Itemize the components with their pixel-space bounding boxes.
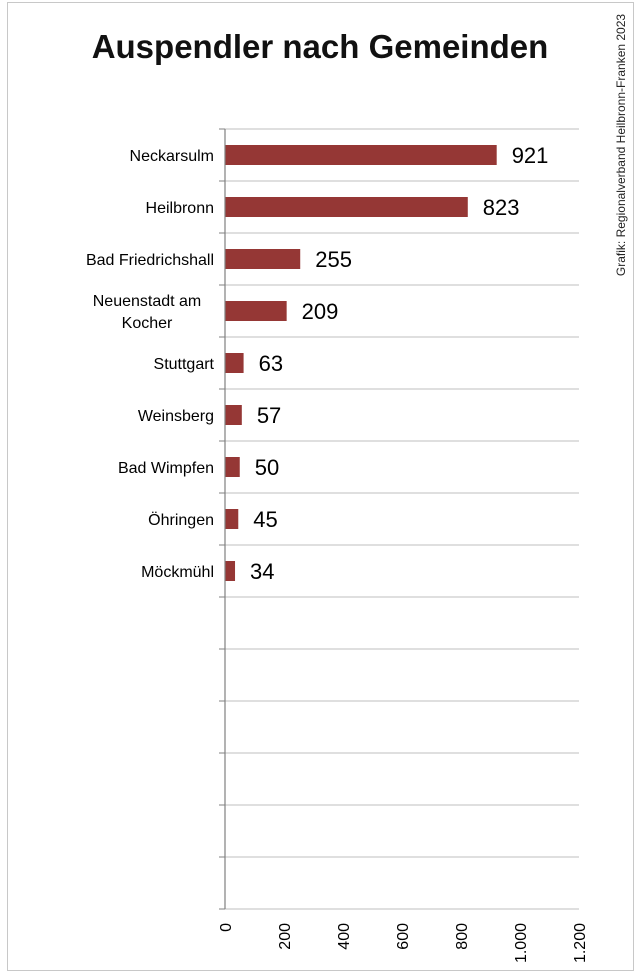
x-tick-label: 0 (218, 923, 235, 932)
x-tick-label: 600 (395, 923, 412, 950)
x-tick-label: 400 (336, 923, 353, 950)
category-label: Bad Friedrichshall (86, 252, 214, 269)
bar (225, 509, 239, 529)
category-label: Möckmühl (141, 564, 214, 581)
data-label: 921 (512, 143, 549, 168)
x-tick-label: 800 (454, 923, 471, 950)
data-label: 823 (483, 195, 520, 220)
category-label: Neckarsulm (130, 148, 214, 165)
data-label: 209 (302, 299, 339, 324)
category-label: Kocher (122, 315, 173, 332)
bar (225, 457, 240, 477)
bar (225, 249, 301, 269)
data-label: 63 (259, 351, 283, 376)
x-tick-label: 1.200 (572, 923, 589, 963)
data-label: 50 (255, 455, 279, 480)
x-tick-label: 200 (277, 923, 294, 950)
bar (225, 561, 236, 581)
data-label: 255 (315, 247, 352, 272)
category-label: Stuttgart (154, 356, 215, 373)
bar (225, 353, 244, 373)
data-label: 34 (250, 559, 274, 584)
bar (225, 405, 242, 425)
bar (225, 145, 497, 165)
category-label: Neuenstadt am (93, 293, 202, 310)
x-tick-label: 1.000 (513, 923, 530, 963)
data-label: 45 (253, 507, 277, 532)
category-label: Bad Wimpfen (118, 460, 214, 477)
data-label: 57 (257, 403, 281, 428)
bar (225, 301, 287, 321)
category-label: Heilbronn (146, 200, 214, 217)
category-label: Öhringen (148, 511, 214, 529)
bar (225, 197, 468, 217)
category-label: Weinsberg (138, 408, 214, 425)
chart-title: Auspendler nach Gemeinden (91, 28, 549, 65)
